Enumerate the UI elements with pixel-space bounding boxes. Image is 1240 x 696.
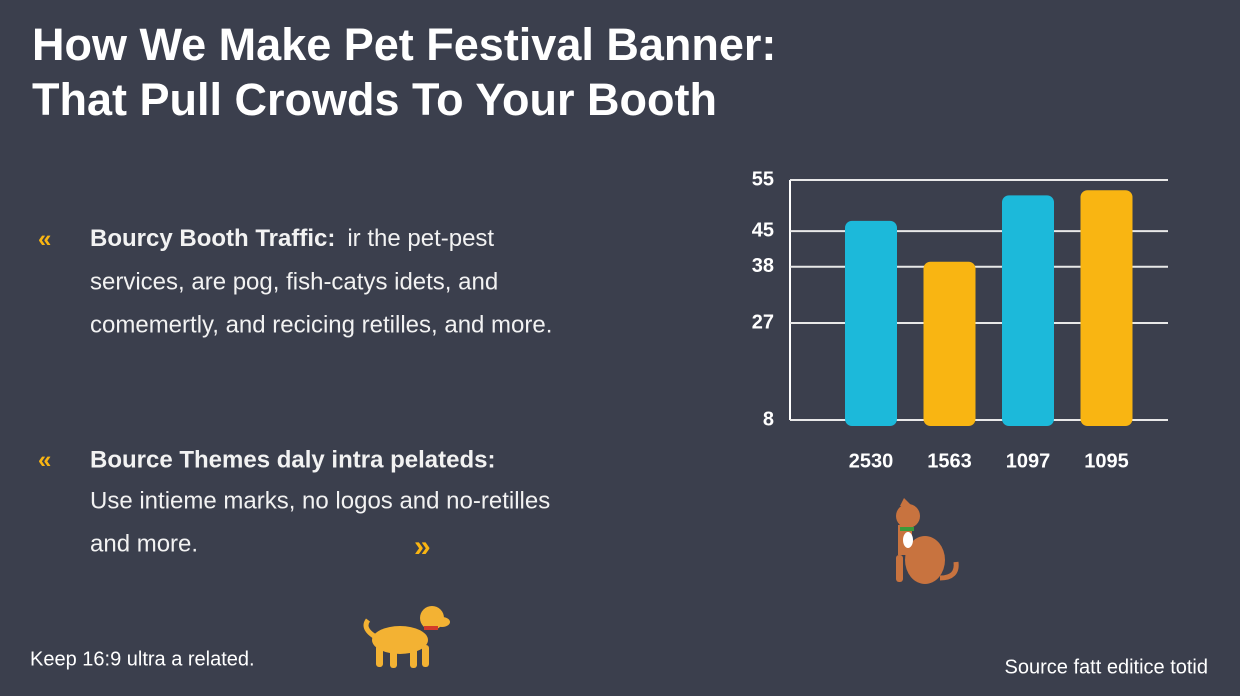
bullet-text: services, are pog, fish-catys idets, and: [90, 268, 498, 295]
x-tick-label: 2530: [849, 450, 894, 472]
y-tick-label: 27: [752, 311, 774, 333]
bullet-heading: Bourcy Booth Traffic:: [90, 225, 335, 252]
bullet-text: and more.: [90, 530, 198, 557]
y-tick-label: 55: [752, 168, 774, 190]
bar: [1080, 190, 1133, 426]
y-tick-label: 45: [752, 219, 774, 241]
y-tick-label: 8: [763, 408, 774, 430]
bar: [845, 220, 897, 426]
footer-note: Keep 16:9 ultra a related.: [30, 648, 255, 670]
dog-icon: [896, 498, 959, 584]
bullet-line: Bourcy Booth Traffic: ir the pet-pest: [90, 225, 494, 252]
title-line: That Pull Crowds To Your Booth: [32, 74, 717, 125]
chevron-icon: «: [38, 446, 51, 473]
dog-icon: [363, 606, 450, 668]
bullet-text: Use intieme marks, no logos and no-retil…: [90, 487, 550, 514]
chevron-icon: «: [38, 225, 51, 252]
x-tick-label: 1563: [927, 450, 972, 472]
title-line: How We Make Pet Festival Banner:: [32, 19, 776, 70]
bullet-text: comemertly, and recicing retilles, and m…: [90, 311, 552, 338]
chevron-icon: »: [414, 530, 431, 563]
bullet-heading: Bource Themes daly intra pelateds:: [90, 446, 495, 473]
x-tick-label: 1095: [1084, 450, 1129, 472]
bar: [1002, 195, 1054, 426]
bullet-text: ir the pet-pest: [347, 225, 494, 252]
x-tick-label: 1097: [1006, 450, 1051, 472]
bar: [923, 261, 976, 426]
y-tick-label: 38: [752, 255, 774, 277]
source-note: Source fatt editice totid: [1005, 656, 1208, 678]
